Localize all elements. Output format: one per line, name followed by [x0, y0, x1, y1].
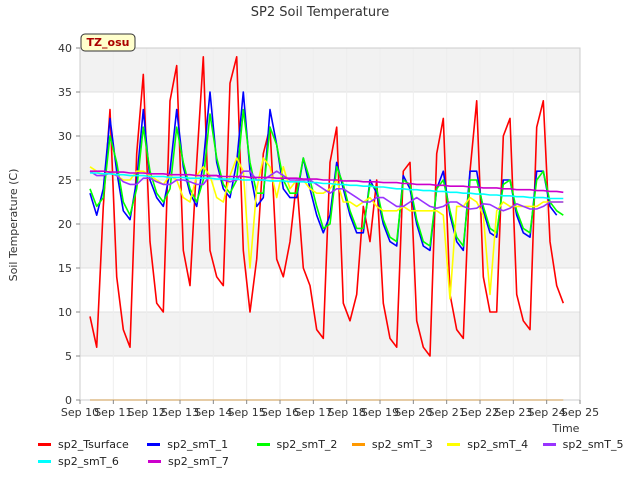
legend-label: sp2_smT_1: [167, 438, 229, 451]
x-tick-label: Sep 10: [61, 406, 99, 419]
series-sp2-smt-7: [90, 170, 564, 194]
legend-item-sp2-smt-2: sp2_smT_2: [256, 438, 352, 451]
y-tick-label: 20: [58, 218, 72, 231]
legend-item-sp2-tsurface: sp2_Tsurface: [38, 438, 147, 451]
legend-label: sp2_smT_3: [371, 438, 433, 451]
x-tick-label: Sep 13: [161, 406, 199, 419]
series-line-sp2-smt-5: [89, 170, 564, 212]
grid-band: [80, 312, 580, 356]
tz-annotation-text: TZ_osu: [87, 36, 130, 49]
x-tick-label: Sep 21: [428, 406, 466, 419]
legend-label: sp2_smT_5: [562, 438, 624, 451]
tz-annotation: TZ_osu: [80, 33, 136, 52]
legend-label: sp2_smT_4: [467, 438, 529, 451]
y-axis-label: Soil Temperature (C): [7, 169, 20, 282]
legend-label: sp2_Tsurface: [58, 438, 129, 451]
y-axis: 0 5 10 15 20 25 30 35 40: [58, 42, 80, 407]
legend-label: sp2_smT_6: [58, 455, 119, 468]
x-tick-label: Sep 19: [361, 406, 399, 419]
x-tick-label: Sep 16: [261, 406, 299, 419]
legend-label: sp2_smT_7: [168, 455, 229, 468]
legend-swatch: [147, 443, 161, 446]
y-tick-label: 5: [65, 350, 72, 363]
series-line-sp2-smt-1: [89, 91, 558, 252]
legend-swatch: [542, 443, 556, 446]
grid-band: [80, 48, 580, 92]
legend-item-sp2-smt-3: sp2_smT_3: [351, 438, 447, 451]
series-sp2-tsurface: [89, 55, 565, 357]
x-tick-label: Sep 17: [294, 406, 332, 419]
x-tick-label: Sep 11: [94, 406, 132, 419]
x-tick-label: Sep 20: [394, 406, 432, 419]
x-tick-label: Sep 23: [494, 406, 532, 419]
legend-swatch: [351, 443, 365, 446]
legend-swatch: [38, 443, 51, 446]
legend-item-sp2-smt-6: sp2_smT_6: [38, 455, 148, 468]
legend-swatch: [148, 460, 161, 463]
y-tick-label: 25: [58, 174, 72, 187]
series-line-sp2-smt-2: [89, 108, 564, 247]
y-tick-label: 15: [58, 262, 72, 275]
legend-item-sp2-smt-5: sp2_smT_5: [542, 438, 638, 451]
x-tick-label: Sep 24: [528, 406, 566, 419]
series-sp2-smt-1: [89, 91, 558, 252]
legend-swatch: [256, 443, 270, 446]
legend-item-sp2-smt-1: sp2_smT_1: [147, 438, 256, 451]
legend-row: sp2_smT_6 sp2_smT_7: [38, 453, 638, 470]
alternating-bands: [80, 48, 580, 356]
y-tick-label: 35: [58, 86, 72, 99]
series-sp2-smt-5: [89, 170, 564, 212]
y-tick-label: 40: [58, 42, 72, 55]
series-sp2-smt-6: [90, 172, 564, 200]
series-line-sp2-smt-7: [90, 170, 564, 194]
x-tick-label: Sep 12: [128, 406, 166, 419]
x-tick-label: Sep 25: [561, 406, 599, 419]
x-tick-label: Sep 15: [228, 406, 266, 419]
legend-row: sp2_Tsurface sp2_smT_1 sp2_smT_2 sp2_smT_3 s…: [38, 436, 638, 453]
legend-swatch: [38, 460, 51, 463]
tz-annotation-box: [80, 33, 136, 52]
series-line-sp2-smt-6: [90, 172, 564, 200]
y-tick-label: 30: [58, 130, 72, 143]
y-tick-label: 10: [58, 306, 72, 319]
series-sp2-smt-2: [89, 108, 564, 247]
legend: sp2_Tsurface sp2_smT_1 sp2_smT_2 sp2_smT_3 s…: [38, 436, 638, 470]
series-layer: [89, 55, 565, 401]
x-axis-label: Time: [552, 422, 580, 435]
legend-item-sp2-smt-4: sp2_smT_4: [447, 438, 542, 451]
legend-label: sp2_smT_2: [276, 438, 338, 451]
x-tick-label: Sep 18: [328, 406, 366, 419]
x-tick-label: Sep 22: [461, 406, 499, 419]
series-line-sp2-tsurface: [89, 55, 565, 357]
chart-title: SP2 Soil Temperature: [251, 5, 389, 20]
legend-item-sp2-smt-7: sp2_smT_7: [148, 455, 258, 468]
legend-swatch: [447, 443, 461, 446]
y-tick-label: 0: [65, 394, 72, 407]
x-tick-label: Sep 14: [194, 406, 232, 419]
grid-band: [80, 224, 580, 268]
